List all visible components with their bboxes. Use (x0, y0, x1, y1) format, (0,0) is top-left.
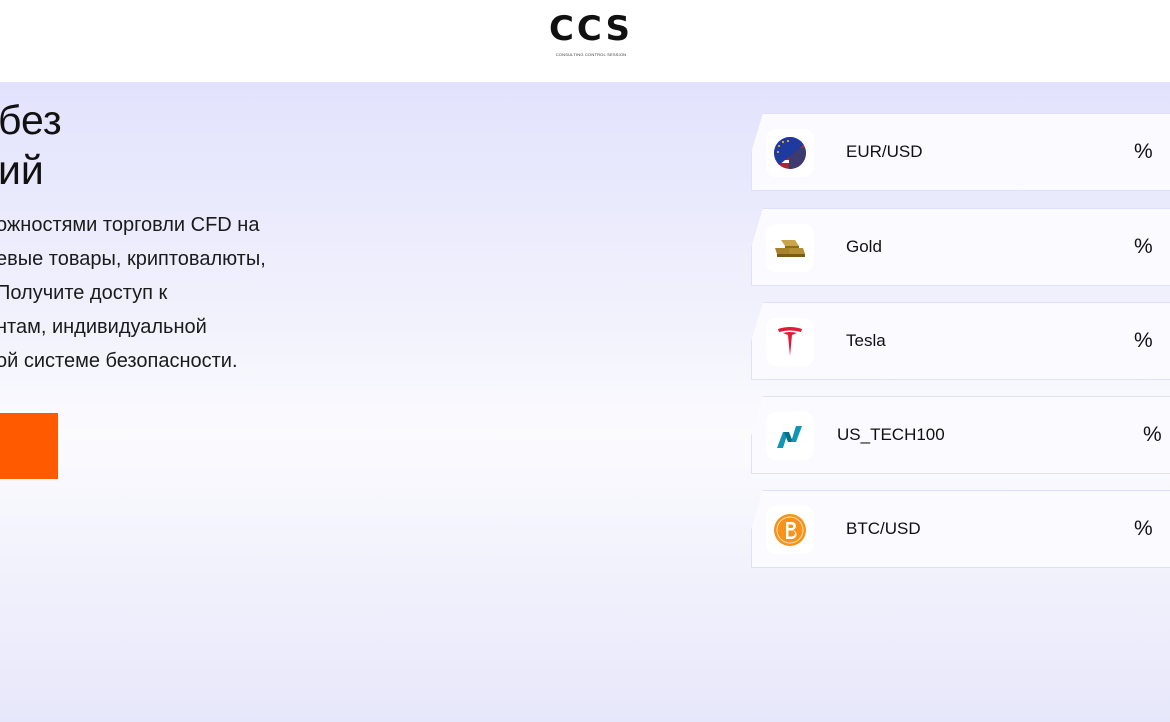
instrument-percent: % (1134, 329, 1153, 352)
logo-subtitle: CONSULTING CONTROL SESSION (555, 52, 627, 57)
cta-button[interactable] (0, 413, 58, 479)
instrument-percent: % (1134, 517, 1153, 540)
instrument-percent: % (1143, 423, 1162, 446)
instrument-percent: % (1134, 140, 1153, 163)
tesla-logo-icon (766, 318, 814, 366)
hero-title: без ий (0, 95, 62, 195)
instrument-card-gold[interactable]: Gold % (751, 208, 1170, 286)
instrument-name: Gold (846, 237, 882, 256)
instrument-card-us-tech100[interactable]: US_TECH100 % (751, 396, 1170, 474)
logo-text: CCS (548, 9, 634, 49)
ccs-logo[interactable]: CCS CONSULTING CONTROL SESSION (545, 8, 637, 58)
bitcoin-icon (766, 506, 814, 554)
description-line: Получите доступ к (0, 282, 168, 304)
hero-title-line: без (0, 97, 62, 143)
description-line: ожностями торговли CFD на (0, 214, 260, 236)
instrument-card-btc-usd[interactable]: BTC/USD % (751, 490, 1170, 568)
instrument-card-tesla[interactable]: Tesla % (751, 302, 1170, 380)
instrument-name: Tesla (846, 331, 886, 350)
instrument-name: US_TECH100 (837, 425, 945, 444)
eur-usd-flag-icon (766, 129, 814, 177)
description-line: ой системе безопасности. (0, 350, 238, 372)
instrument-name: EUR/USD (846, 142, 923, 161)
hero-title-line: ий (0, 147, 44, 193)
hero-description: ожностями торговли CFD на евые товары, к… (0, 208, 266, 378)
description-line: нтам, индивидуальной (0, 316, 207, 338)
instrument-percent: % (1134, 235, 1153, 258)
gold-bars-icon (766, 224, 814, 272)
description-line: евые товары, криптовалюты, (0, 248, 266, 270)
instrument-card-eur-usd[interactable]: EUR/USD % (751, 113, 1170, 191)
site-header: CCS CONSULTING CONTROL SESSION (0, 0, 1170, 82)
instrument-name: BTC/USD (846, 519, 921, 538)
nasdaq-logo-icon (766, 412, 814, 460)
